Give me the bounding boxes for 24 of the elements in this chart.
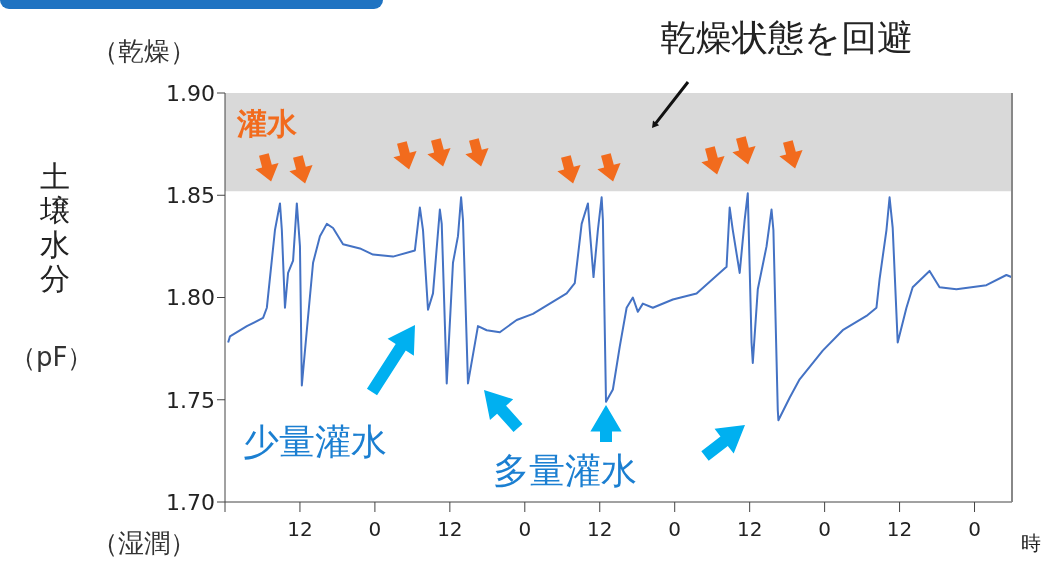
annotation: 少量灌水 — [243, 420, 387, 464]
text: （乾燥） — [92, 35, 196, 68]
y-tick-label: 1.85 — [166, 183, 215, 209]
band-label: 乾燥状態を回避 — [660, 16, 913, 60]
x-tick-label: 0 — [668, 517, 682, 542]
annotation: 灌水 — [237, 105, 297, 143]
x-tick-label: 12 — [587, 517, 613, 542]
y-axis-title: 土壌水分 — [39, 159, 71, 296]
x-tick-label: 0 — [368, 517, 382, 542]
x-tick-label: 0 — [968, 517, 981, 542]
x-axis-title: 時 — [1021, 530, 1041, 557]
y-tick-label: 1.90 — [166, 80, 215, 106]
y-tick-label: 1.70 — [166, 489, 215, 515]
y-tick-label: 1.75 — [166, 387, 215, 413]
x-tick-label: 0 — [518, 517, 532, 542]
x-tick-label: 0 — [818, 517, 831, 542]
text: （pF） — [10, 341, 94, 374]
y-tick-label: 1.80 — [166, 285, 215, 311]
x-tick-label: 12 — [736, 517, 763, 542]
annotation: 多量灌水 — [493, 449, 637, 493]
x-tick-label: 12 — [437, 517, 463, 542]
x-tick-label: 12 — [287, 517, 313, 542]
text: （湿潤） — [92, 527, 196, 560]
x-tick-label: 12 — [886, 517, 913, 542]
